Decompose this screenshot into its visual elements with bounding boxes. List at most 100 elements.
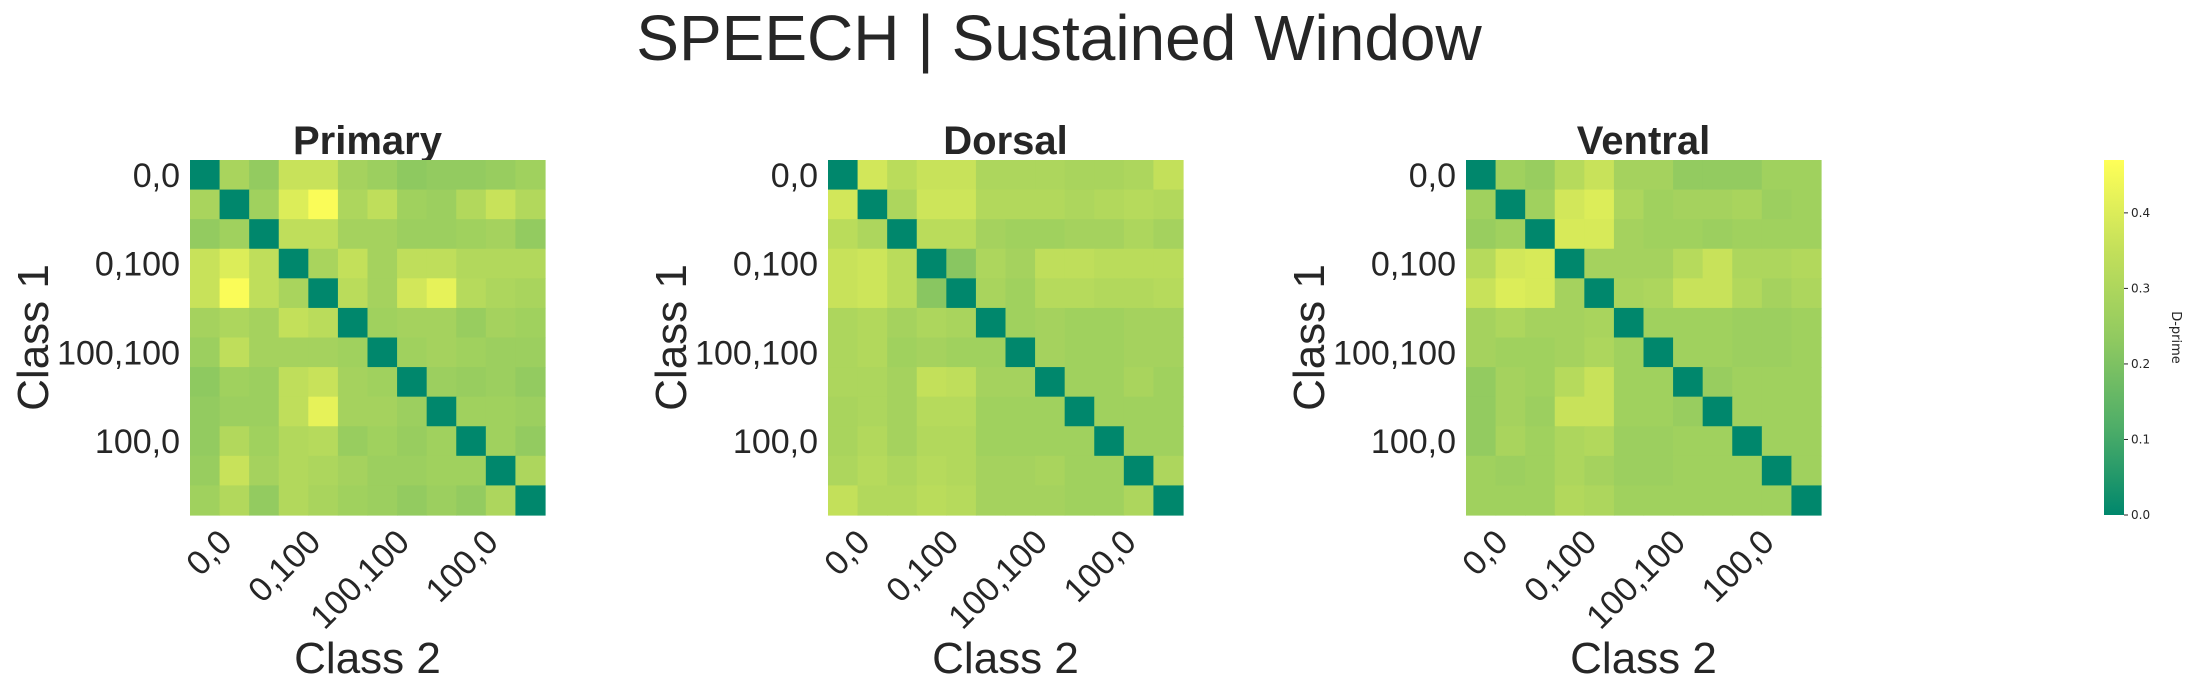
heatmap-cell [1064, 337, 1095, 368]
heatmap-cell [278, 396, 309, 427]
heatmap-cell [1702, 426, 1733, 457]
heatmap-cell [456, 248, 487, 279]
heatmap-cell [1005, 248, 1036, 279]
y-axis-label: Class 1 [9, 264, 58, 411]
heatmap-cell [1643, 189, 1674, 220]
heatmap-cell [1702, 189, 1733, 220]
heatmap-cell [337, 337, 369, 368]
heatmap-cell [857, 160, 888, 191]
heatmap-cell [1094, 248, 1125, 279]
heatmap-cell [1064, 189, 1095, 220]
heatmap-cell [249, 455, 280, 487]
heatmap-cell [1732, 485, 1763, 516]
heatmap-cell [1153, 278, 1184, 309]
heatmap-cell [887, 219, 918, 250]
x-axis-label: Class 2 [932, 634, 1079, 683]
x-tick-label: 0,0 [817, 523, 877, 583]
x-axis-label: Class 2 [1570, 634, 1717, 683]
heatmap-cell [1584, 189, 1615, 220]
panel-title: Ventral [1577, 119, 1710, 163]
heatmap-cell [1495, 248, 1526, 279]
heatmap-cell [1702, 307, 1733, 339]
heatmap-cell [190, 337, 221, 368]
heatmap-cell [828, 396, 859, 427]
heatmap-cell [1153, 426, 1184, 457]
heatmap-cell [337, 307, 369, 339]
heatmap-cell [828, 307, 859, 339]
heatmap-cell [1584, 219, 1615, 250]
heatmap-cell [485, 455, 517, 487]
heatmap-cell [278, 160, 309, 191]
heatmap-cell [975, 396, 1007, 427]
heatmap-cell [426, 337, 457, 368]
heatmap-cell [249, 160, 280, 191]
heatmap-cell [308, 219, 339, 250]
colorbar-label: D-prime [2168, 311, 2183, 364]
heatmap-cell [1732, 455, 1763, 487]
heatmap-cell [828, 160, 859, 191]
heatmap-cell [1584, 485, 1615, 516]
heatmap-cell [278, 248, 309, 279]
heatmap-cell [887, 426, 918, 457]
heatmap-cell [857, 426, 888, 457]
heatmap-cell [308, 426, 339, 457]
y-tick-label: 0,0 [133, 157, 180, 195]
heatmap-cell [249, 189, 280, 220]
heatmap-cell [219, 455, 250, 487]
heatmap-cell [1732, 367, 1763, 398]
heatmap-cell [828, 189, 859, 220]
heatmap-cell [456, 189, 487, 220]
heatmap-cell [1554, 219, 1585, 250]
figure-title: SPEECH | Sustained Window [636, 2, 1482, 74]
heatmap-cell [1613, 337, 1645, 368]
heatmap-cell [975, 248, 1007, 279]
heatmap-cell [1525, 278, 1556, 309]
heatmap-cell [397, 396, 428, 427]
heatmap-cell [1525, 307, 1556, 339]
heatmap-cell [1466, 367, 1497, 398]
heatmap-cell [219, 396, 250, 427]
heatmap-cell [190, 455, 221, 487]
heatmap-cell [1525, 248, 1556, 279]
heatmap-cell [1643, 248, 1674, 279]
heatmap-cell [1732, 396, 1763, 427]
heatmap-cell [308, 189, 339, 220]
heatmap-cell [219, 426, 250, 457]
heatmap-cell [1613, 248, 1645, 279]
heatmap-cell [337, 367, 369, 398]
heatmap-cell [249, 367, 280, 398]
heatmap-cell [1643, 278, 1674, 309]
heatmap-cell [1123, 426, 1155, 457]
heatmap-cell [1094, 485, 1125, 516]
heatmap-cell [1005, 485, 1036, 516]
heatmap-cell [1094, 426, 1125, 457]
heatmap-cell [1673, 485, 1704, 516]
y-tick-label: 100,100 [1333, 334, 1456, 372]
heatmap-cell [219, 307, 250, 339]
heatmap-cell [1643, 219, 1674, 250]
heatmap-cell [1584, 337, 1615, 368]
heatmap-cell [1584, 367, 1615, 398]
heatmap-cell [1123, 485, 1155, 516]
heatmap-cell [916, 485, 947, 516]
heatmap-cell [190, 307, 221, 339]
heatmap-cell [1064, 426, 1095, 457]
heatmap-cell [828, 337, 859, 368]
heatmap-cell [1554, 248, 1585, 279]
heatmap-cell [515, 248, 546, 279]
heatmap-cell [1673, 189, 1704, 220]
heatmap-cell [887, 248, 918, 279]
heatmap-cell [1791, 396, 1822, 427]
heatmap-cell [1123, 307, 1155, 339]
heatmap-cell [456, 426, 487, 457]
heatmap-cell [1064, 455, 1095, 487]
heatmap-cell [946, 455, 977, 487]
heatmap-cell [916, 278, 947, 309]
heatmap-cell [1761, 455, 1793, 487]
heatmap-cell [1123, 248, 1155, 279]
heatmap-cell [1761, 307, 1793, 339]
heatmap-cell [1466, 248, 1497, 279]
heatmap-cell [1495, 455, 1526, 487]
y-tick-label: 100,100 [57, 334, 180, 372]
